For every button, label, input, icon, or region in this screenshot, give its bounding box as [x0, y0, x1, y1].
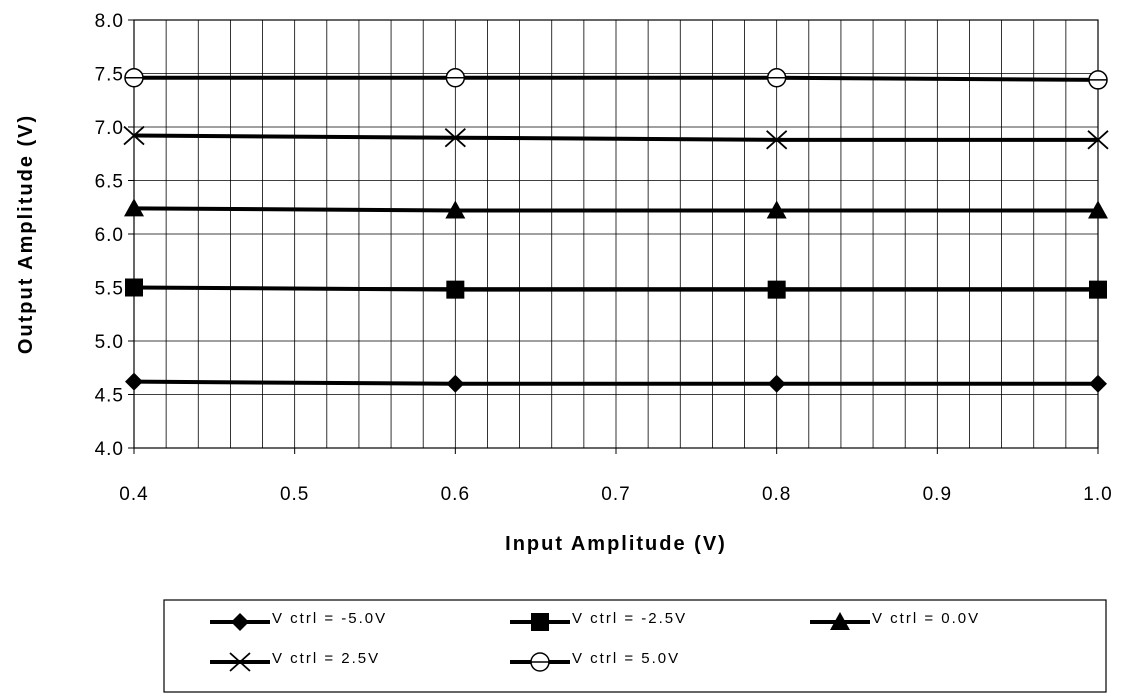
x-tick-label: 0.7: [601, 484, 630, 505]
series-line-1: [133, 285, 1098, 292]
y-axis-title: Output Amplitude (V): [15, 114, 37, 354]
legend-label-1: V ctrl = -2.5V: [572, 610, 687, 627]
x-axis-tick-labels: 0.4 0.5 0.6 0.7 0.8 0.9 1.0: [119, 448, 1112, 505]
y-tick-label: 8.0: [95, 11, 124, 32]
series-line-4: [134, 75, 1099, 82]
data-point-3-0: [123, 125, 145, 146]
x-tick-label: 0.5: [280, 484, 309, 505]
series-line-2: [133, 206, 1098, 213]
legend-label-2: V ctrl = 0.0V: [872, 610, 980, 627]
x-tick-label: 1.0: [1083, 484, 1112, 505]
x-tick-label: 0.6: [441, 484, 470, 505]
data-point-0-1: [446, 374, 465, 393]
x-tick-label: 0.4: [119, 484, 148, 505]
data-point-1-1: [446, 280, 465, 299]
data-point-2-3: [1088, 200, 1108, 219]
data-point-0-2: [767, 374, 786, 393]
x-tick-label: 0.9: [923, 484, 952, 505]
y-tick-label: 5.0: [95, 332, 124, 353]
x-axis-title: Input Amplitude (V): [505, 533, 727, 555]
data-point-2-2: [766, 200, 787, 219]
legend-marker-2: [830, 612, 850, 630]
legend-label-4: V ctrl = 5.0V: [572, 650, 680, 667]
data-point-3-1: [444, 128, 466, 148]
x-tick-label: 0.8: [762, 484, 791, 505]
legend-box: [163, 599, 1107, 693]
data-point-1-2: [767, 280, 786, 299]
legend-items: V ctrl = -5.0V V ctrl = -2.5V V ctrl = 0.0…: [210, 610, 980, 672]
data-point-0-0: [125, 372, 143, 391]
y-tick-label: 5.5: [95, 279, 124, 300]
y-axis-tick-labels: 4.0 4.5 5.0 5.5 6.0 6.5 7.0 7.5 8.0: [95, 11, 134, 460]
legend-marker-3: [229, 652, 251, 672]
data-point-1-0: [125, 278, 143, 297]
data-point-0-3: [1089, 374, 1107, 393]
y-tick-label: 7.5: [95, 65, 124, 86]
legend: V ctrl = -5.0V V ctrl = -2.5V V ctrl = 0.0…: [163, 599, 1107, 693]
data-point-2-1: [445, 200, 466, 219]
legend-marker-0: [231, 613, 249, 631]
series-line-0: [133, 379, 1098, 386]
y-tick-label: 4.5: [95, 386, 124, 407]
legend-marker-1: [531, 613, 549, 631]
y-tick-label: 4.0: [95, 439, 124, 460]
legend-label-0: V ctrl = -5.0V: [272, 610, 387, 627]
data-point-3-2: [766, 130, 788, 150]
legend-label-3: V ctrl = 2.5V: [272, 650, 380, 667]
series-line-3: [133, 133, 1098, 142]
y-tick-label: 6.0: [95, 225, 124, 246]
data-point-1-3: [1089, 280, 1107, 299]
y-tick-label: 7.0: [95, 118, 124, 139]
series-lines: [133, 75, 1099, 386]
grid-lines: [134, 20, 1098, 448]
series-markers: [123, 68, 1109, 393]
data-point-2-0: [124, 198, 144, 217]
y-tick-label: 6.5: [95, 172, 124, 193]
data-point-3-3: [1087, 130, 1109, 150]
